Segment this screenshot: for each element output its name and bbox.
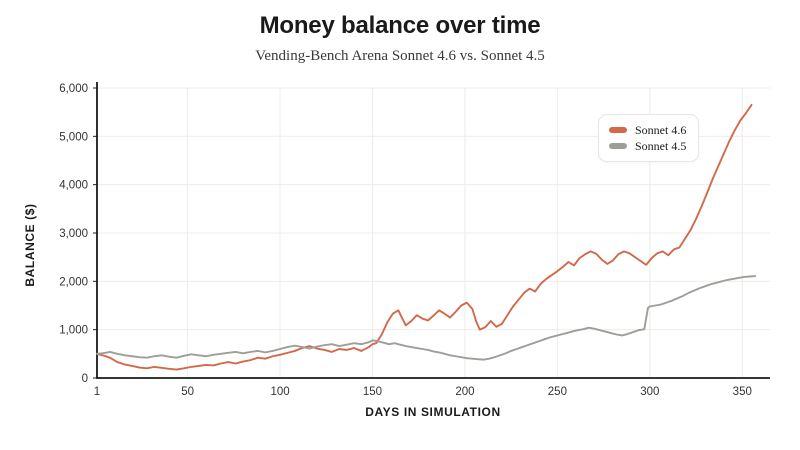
x-axis-ticks: 1 50 100 150 200 250 300 350 bbox=[94, 386, 752, 398]
legend-swatch-icon bbox=[609, 127, 627, 133]
chart-title: Money balance over time bbox=[259, 12, 541, 39]
x-tick-label: 150 bbox=[363, 386, 382, 398]
y-axis-ticks: 0 1,000 2,000 3,000 4,000 5,000 6,000 bbox=[59, 83, 97, 385]
x-tick-label: 1 bbox=[94, 386, 100, 398]
x-tick-label: 250 bbox=[548, 386, 567, 398]
x-tick-label: 50 bbox=[181, 386, 194, 398]
legend-swatch-icon bbox=[609, 143, 627, 149]
x-tick-label: 300 bbox=[640, 386, 659, 398]
axis-spines bbox=[96, 82, 770, 379]
y-tick-label: 3,000 bbox=[59, 228, 88, 240]
y-tick-label: 0 bbox=[82, 373, 88, 385]
series-line-sonnet-4-5 bbox=[96, 275, 757, 361]
x-tick-label: 350 bbox=[733, 386, 752, 398]
chart-legend[interactable]: Sonnet 4.6 Sonnet 4.5 bbox=[598, 114, 700, 162]
x-tick-label: 100 bbox=[270, 386, 289, 398]
series-line-sonnet-4-6 bbox=[96, 103, 753, 371]
chart-subtitle: Vending-Bench Arena Sonnet 4.6 vs. Sonne… bbox=[255, 48, 545, 64]
y-tick-label: 1,000 bbox=[59, 325, 88, 337]
x-axis-title: DAYS IN SIMULATION bbox=[365, 405, 500, 419]
legend-item[interactable]: Sonnet 4.5 bbox=[609, 138, 686, 154]
y-tick-label: 2,000 bbox=[59, 276, 88, 288]
legend-item-label: Sonnet 4.5 bbox=[635, 138, 687, 153]
legend-item-label: Sonnet 4.6 bbox=[635, 122, 687, 137]
data-series bbox=[96, 103, 757, 371]
legend-item[interactable]: Sonnet 4.6 bbox=[609, 122, 686, 138]
y-tick-label: 6,000 bbox=[59, 83, 88, 95]
y-tick-label: 4,000 bbox=[59, 180, 88, 192]
y-tick-label: 5,000 bbox=[59, 131, 88, 143]
y-axis-title: BALANCE ($) bbox=[23, 203, 37, 286]
x-tick-label: 200 bbox=[455, 386, 474, 398]
